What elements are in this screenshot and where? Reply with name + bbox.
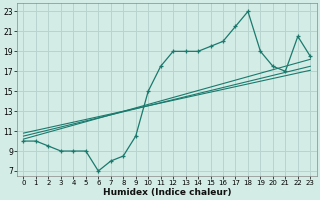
- X-axis label: Humidex (Indice chaleur): Humidex (Indice chaleur): [103, 188, 231, 197]
